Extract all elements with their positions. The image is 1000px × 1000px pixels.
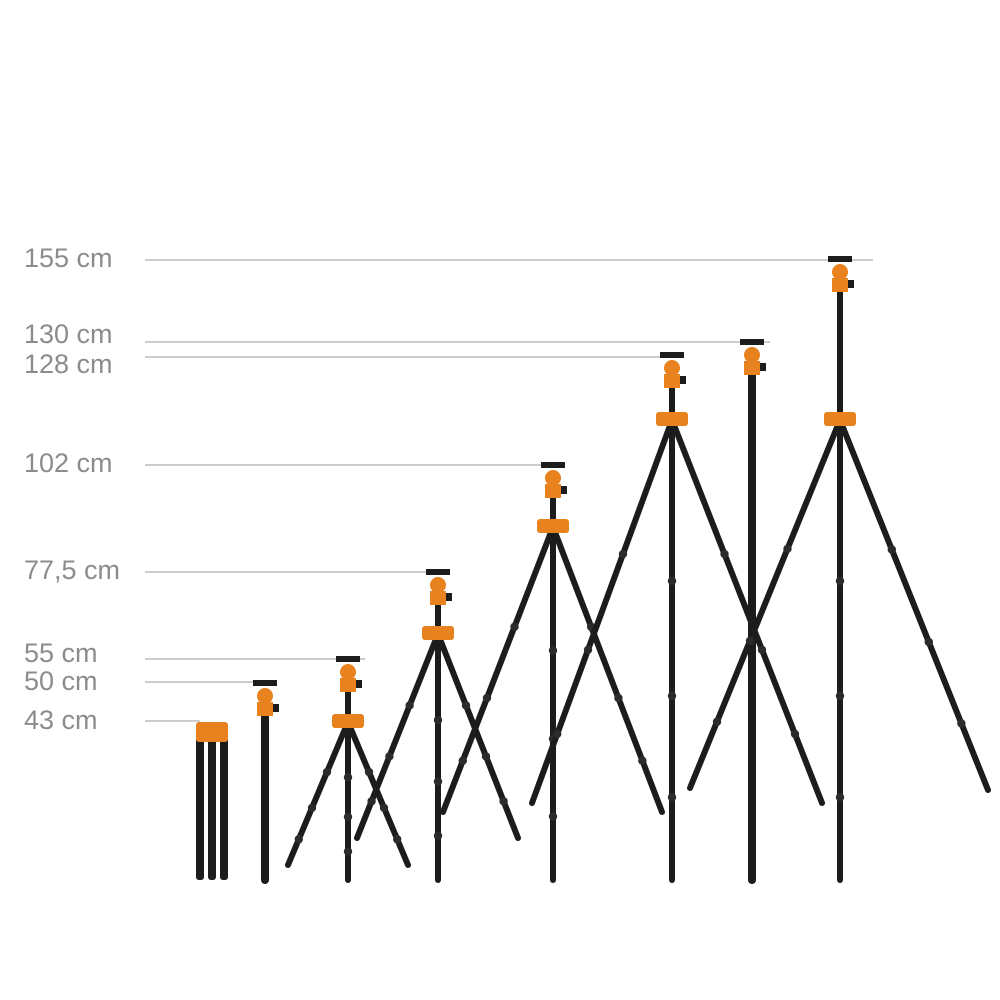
ball-head <box>257 688 273 704</box>
ball-head <box>340 664 356 680</box>
leg-joint <box>510 622 519 631</box>
ball-head <box>545 470 561 486</box>
leg-joint <box>433 831 443 840</box>
leg-hub <box>656 412 688 426</box>
head-base <box>257 702 273 716</box>
folded-leg <box>208 730 216 880</box>
knob <box>680 376 686 384</box>
leg <box>529 417 675 806</box>
leg-joint <box>343 847 353 856</box>
leg-joint <box>548 812 558 821</box>
leg-joint <box>957 719 966 728</box>
leg-joint <box>667 691 677 701</box>
leg-joint <box>343 812 353 821</box>
height-label: 130 cm <box>24 319 113 349</box>
leg-joint <box>835 691 845 701</box>
leg-joint <box>835 793 845 802</box>
head-plate <box>660 352 684 358</box>
leg-joint <box>499 797 508 806</box>
head-plate <box>426 569 450 575</box>
folded-leg <box>220 730 228 880</box>
folded-leg <box>196 730 204 880</box>
leg <box>687 417 843 791</box>
ball-head <box>832 264 848 280</box>
leg-hub <box>422 626 454 640</box>
ball-head <box>744 347 760 363</box>
height-label: 43 cm <box>24 705 98 735</box>
knob <box>273 704 279 712</box>
head-plate <box>740 339 764 345</box>
leg-joint <box>614 693 623 703</box>
leg <box>669 417 825 806</box>
height-label: 50 cm <box>24 666 98 696</box>
knob <box>760 363 766 371</box>
leg-joint <box>458 756 467 765</box>
leg-joint <box>343 773 353 782</box>
leg-joint <box>294 835 303 844</box>
head-plate <box>253 680 277 686</box>
leg-joint <box>482 693 492 703</box>
height-label: 128 cm <box>24 349 113 379</box>
leg-joint <box>835 576 845 586</box>
height-label: 102 cm <box>24 448 113 478</box>
ball-head <box>430 577 446 593</box>
head-base <box>430 591 446 605</box>
head-base <box>545 484 561 498</box>
knob <box>446 593 452 601</box>
leg-joint <box>667 576 677 586</box>
leg-joint <box>924 637 933 647</box>
leg-joint <box>307 803 317 812</box>
knob <box>356 680 362 688</box>
leg-joint <box>385 752 394 761</box>
leg-joint <box>433 715 443 725</box>
head-plate <box>336 656 360 662</box>
knob <box>848 280 854 288</box>
leg-joint <box>667 793 677 802</box>
tripods <box>196 256 991 884</box>
leg-joint <box>583 645 593 654</box>
leg-joint <box>720 549 729 559</box>
leg-joint <box>481 752 491 761</box>
leg-hub <box>824 412 856 426</box>
head-plate <box>541 462 565 468</box>
leg-joint <box>745 636 755 645</box>
folded-hub <box>196 722 228 742</box>
leg <box>837 417 991 793</box>
height-label: 55 cm <box>24 638 98 668</box>
leg-joint <box>405 701 414 710</box>
height-label: 155 cm <box>24 243 113 273</box>
leg-joint <box>393 835 402 844</box>
leg-joint <box>433 777 443 786</box>
leg-joint <box>322 767 332 777</box>
leg-hub <box>332 714 364 728</box>
leg-joint <box>783 544 792 553</box>
leg-joint <box>638 756 647 765</box>
leg-joint <box>553 729 562 739</box>
head-plate <box>828 256 852 262</box>
leg-joint <box>367 797 376 806</box>
head-base <box>832 278 848 292</box>
head-base <box>664 374 680 388</box>
leg-joint <box>548 646 558 655</box>
leg-joint <box>757 645 767 654</box>
leg-joint <box>712 717 722 726</box>
leg-joint <box>461 701 471 710</box>
knob <box>561 486 567 494</box>
leg-joint <box>790 729 800 739</box>
leg-joint <box>364 767 374 777</box>
head-base <box>744 361 760 375</box>
leg-hub <box>537 519 569 533</box>
leg-joint <box>887 545 896 554</box>
head-base <box>340 678 356 692</box>
ball-head <box>664 360 680 376</box>
height-label: 77,5 cm <box>24 555 120 585</box>
leg-joint <box>618 549 628 559</box>
leg-joint <box>379 803 389 812</box>
